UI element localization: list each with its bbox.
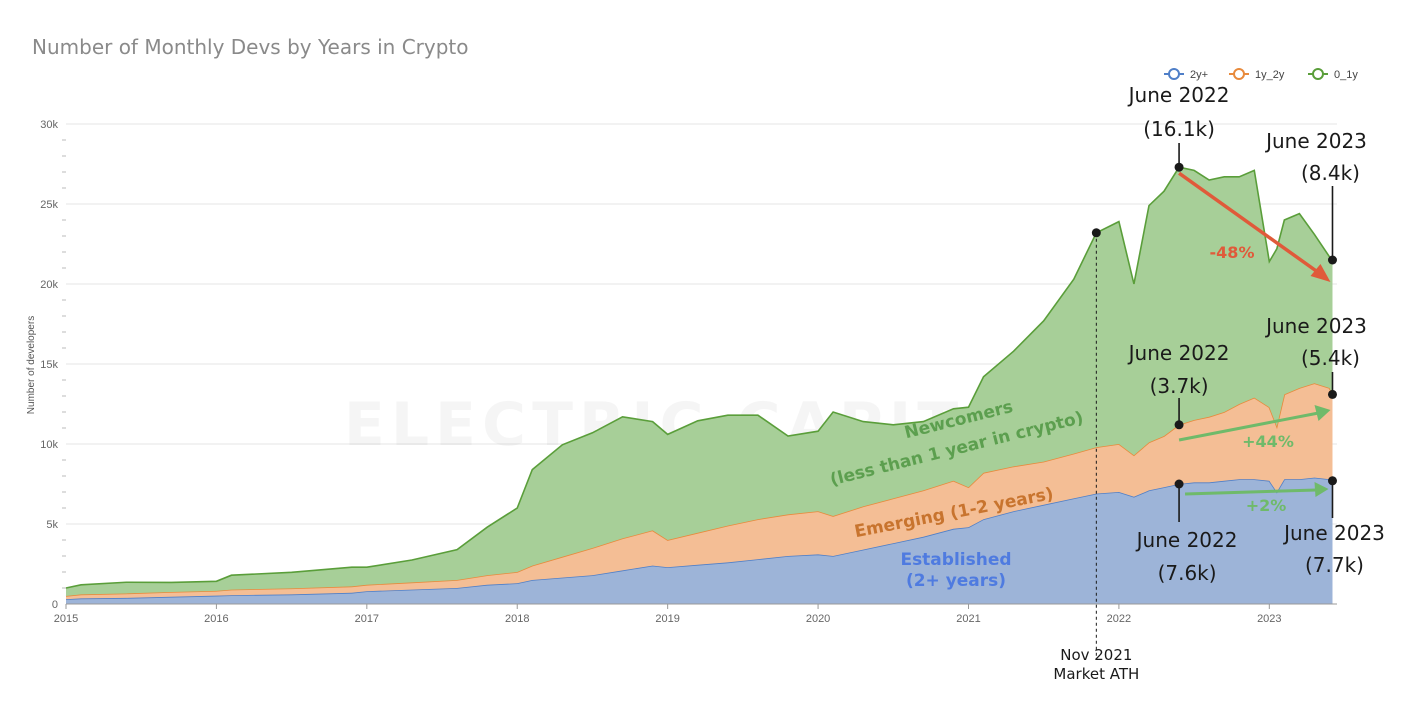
emerging-2022-label-line1: June 2022 <box>1127 341 1230 365</box>
x-tick-label: 2019 <box>655 613 679 625</box>
legend-label: 0_1y <box>1334 69 1358 81</box>
legend-swatch-marker <box>1312 68 1324 80</box>
legend-label: 2y+ <box>1190 69 1208 81</box>
newcomers-2023-label-line1: June 2023 <box>1264 129 1367 153</box>
established-2022-label-line1: June 2022 <box>1135 528 1238 552</box>
established-2023-label-line2: (7.7k) <box>1305 553 1364 577</box>
emerging-2023-label-line1: June 2023 <box>1264 314 1367 338</box>
established-2022-label-line2: (7.6k) <box>1158 561 1217 585</box>
y-tick-label: 0 <box>52 599 58 611</box>
legend-item-2y+[interactable]: 2y+ <box>1164 68 1208 81</box>
ath-label-line2: Market ATH <box>1053 665 1139 683</box>
established-change-arrow <box>1185 488 1317 496</box>
x-tick-label: 2023 <box>1257 613 1281 625</box>
emerging-2022-marker <box>1174 420 1184 430</box>
band-label-established-2: (2+ years) <box>906 571 1006 591</box>
legend-swatch-marker <box>1233 68 1245 80</box>
established-2023-label-line1: June 2023 <box>1282 521 1385 545</box>
y-tick-label: 30k <box>40 119 58 131</box>
x-tick-label: 2022 <box>1107 613 1131 625</box>
areas <box>65 166 1334 604</box>
emerging-2023-label-line2: (5.4k) <box>1301 346 1360 370</box>
x-tick-label: 2021 <box>956 613 980 625</box>
axes: 0 5k 10k 15k 20k 25k 30k 2015 2016 2017 2018 2019 20… <box>40 119 1337 625</box>
y-tick-label: 25k <box>40 199 58 211</box>
legend[interactable]: 2y+ 1y_2y 0_1y <box>1164 68 1358 81</box>
y-tick-label: 15k <box>40 359 58 371</box>
emerging-2023-marker <box>1327 389 1337 399</box>
newcomers-arrow-head <box>1310 264 1331 282</box>
newcomers-2022-marker <box>1174 162 1184 172</box>
legend-swatch-marker <box>1168 68 1180 80</box>
ath-marker <box>1091 228 1101 238</box>
newcomers-2022-label-line2: (16.1k) <box>1143 117 1215 141</box>
x-tick-label: 2018 <box>505 613 529 625</box>
newcomers-2023-marker <box>1327 255 1337 265</box>
y-tick-label: 5k <box>46 519 58 531</box>
newcomers-change-pct: -48% <box>1210 243 1255 262</box>
legend-item-0-1y[interactable]: 0_1y <box>1308 68 1358 81</box>
newcomers-2022-label-line1: June 2022 <box>1127 83 1230 107</box>
y-tick-label: 20k <box>40 279 58 291</box>
area-2y+ <box>66 477 1333 604</box>
chart-title: Number of Monthly Devs by Years in Crypt… <box>32 35 468 59</box>
established-change-pct: +2% <box>1246 496 1287 515</box>
y-axis-label: Number of developers <box>26 316 37 414</box>
legend-item-1y-2y[interactable]: 1y_2y <box>1229 68 1285 81</box>
emerging-arrow-head <box>1314 405 1331 421</box>
line-0-1y <box>65 166 1334 589</box>
area-0-1y <box>66 167 1333 596</box>
x-tick-label: 2017 <box>355 613 379 625</box>
area-1y-2y <box>66 383 1333 600</box>
newcomers-change-arrow <box>1178 171 1322 276</box>
x-tick-label: 2020 <box>806 613 830 625</box>
emerging-change-arrow <box>1178 411 1319 442</box>
emerging-2022-label-line2: (3.7k) <box>1150 374 1209 398</box>
x-tick-label: 2015 <box>54 613 78 625</box>
ath-label-line1: Nov 2021 <box>1060 646 1132 664</box>
x-tick-label: 2016 <box>204 613 228 625</box>
established-arrow-head <box>1314 482 1329 497</box>
y-tick-label: 10k <box>40 439 58 451</box>
legend-label: 1y_2y <box>1255 69 1285 81</box>
band-label-established-1: Established <box>900 550 1011 570</box>
newcomers-2023-label-line2: (8.4k) <box>1301 161 1360 185</box>
emerging-change-pct: +44% <box>1242 432 1294 451</box>
